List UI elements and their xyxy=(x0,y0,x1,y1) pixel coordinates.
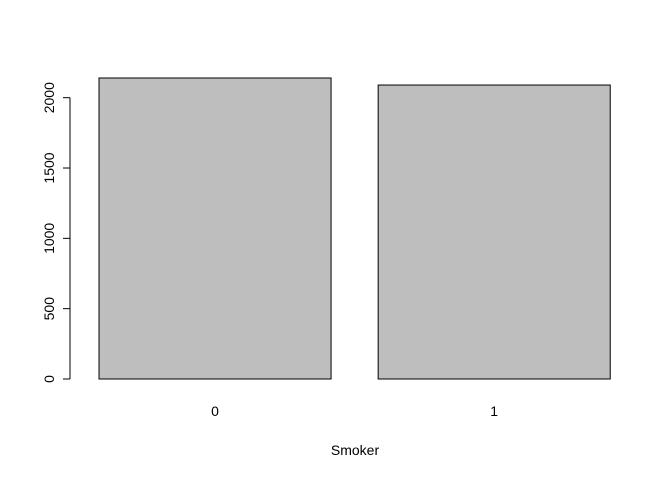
bar-1 xyxy=(377,84,611,380)
y-axis: 0 500 1000 1500 2000 xyxy=(41,82,71,383)
x-tick-label-0: 0 xyxy=(211,403,219,419)
x-tick-label-1: 1 xyxy=(490,403,498,419)
y-tick-label-0: 0 xyxy=(41,375,57,383)
y-tick-label-1000: 1000 xyxy=(41,223,57,254)
bars-group xyxy=(98,77,611,380)
y-tick-label-500: 500 xyxy=(41,297,57,321)
bar-0 xyxy=(98,77,332,380)
y-tick-label-1500: 1500 xyxy=(41,152,57,183)
y-tick-label-2000: 2000 xyxy=(41,82,57,113)
x-axis-title: Smoker xyxy=(331,442,380,458)
